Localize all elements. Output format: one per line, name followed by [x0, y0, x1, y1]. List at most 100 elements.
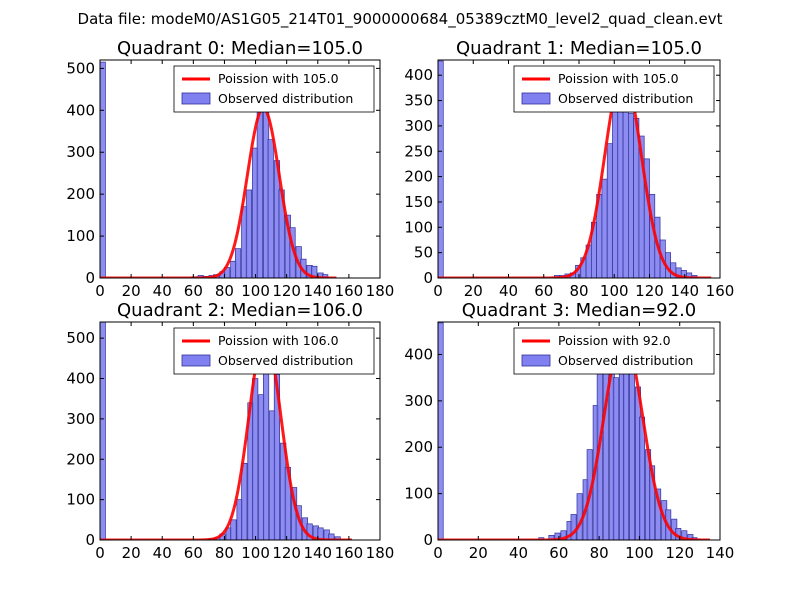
- histogram-bar: [256, 109, 263, 278]
- y-tick-label: 50: [414, 244, 433, 262]
- x-tick-label: 140: [670, 282, 699, 300]
- histogram-bar: [241, 462, 248, 540]
- histogram-bar: [100, 61, 106, 278]
- legend-bar-swatch: [521, 92, 551, 105]
- x-tick-label: 100: [241, 544, 270, 562]
- x-tick-label: 0: [433, 544, 443, 562]
- legend: Poission with 106.0 Observed distribution: [173, 327, 375, 375]
- axes-frame: [437, 321, 721, 541]
- plot-area: [438, 322, 710, 540]
- histogram-bar: [438, 322, 444, 540]
- panel-title: Quadrant 0: Median=105.0: [117, 38, 363, 59]
- y-tick-label: 200: [66, 450, 95, 468]
- histogram-bar: [612, 377, 619, 540]
- y-tick-label: 0: [423, 531, 433, 549]
- y-tick-label: 400: [404, 345, 433, 363]
- y-tick-label: 200: [66, 185, 95, 203]
- y-tick-label: 250: [404, 142, 433, 160]
- figure-title: Data file: modeM0/AS1G05_214T01_90000006…: [78, 10, 723, 29]
- quadrant-panel-3: 0 20 40 60 80 100 120 140 0 100 200 300 400 Quadrant …: [404, 300, 734, 562]
- y-tick-label: 300: [404, 392, 433, 410]
- panel-title: Quadrant 1: Median=105.0: [456, 38, 702, 59]
- y-tick-label: 0: [85, 531, 95, 549]
- y-tick-label: 500: [66, 59, 95, 77]
- legend-bar-label: Observed distribution: [218, 91, 353, 106]
- x-tick-label: 160: [335, 282, 364, 300]
- x-tick-label: 60: [184, 544, 203, 562]
- panel-title: Quadrant 3: Median=92.0: [462, 300, 697, 321]
- y-tick-label: 100: [404, 218, 433, 236]
- y-tick-label: 200: [404, 438, 433, 456]
- x-tick-label: 120: [665, 544, 694, 562]
- x-tick-label: 100: [625, 544, 654, 562]
- poisson-fit-line: [438, 71, 712, 278]
- x-tick-label: 40: [153, 544, 172, 562]
- x-tick-label: 20: [464, 282, 483, 300]
- y-tick-label: 500: [66, 329, 95, 347]
- legend-fit-label: Poission with 106.0: [218, 333, 339, 348]
- legend: Poission with 105.0 Observed distribution: [513, 65, 715, 113]
- legend-fit-label: Poission with 105.0: [218, 71, 339, 86]
- legend-fit-label: Poission with 92.0: [558, 333, 671, 348]
- y-tick-label: 300: [66, 143, 95, 161]
- y-tick-label: 400: [66, 370, 95, 388]
- histogram-bar: [606, 143, 613, 278]
- histogram-bar: [622, 370, 629, 540]
- histogram-bar: [234, 248, 242, 278]
- legend-fit-label: Poission with 105.0: [558, 71, 679, 86]
- histogram-bar: [245, 189, 253, 278]
- y-tick-label: 0: [423, 269, 433, 287]
- x-tick-label: 100: [241, 282, 270, 300]
- histogram-bar: [273, 374, 281, 540]
- histogram-bar: [317, 527, 324, 540]
- axes-frame: [99, 59, 381, 279]
- x-tick-label: 140: [303, 282, 332, 300]
- poisson-fit-line: [438, 334, 710, 540]
- histogram-bar: [570, 514, 577, 540]
- x-tick-label: 120: [635, 282, 664, 300]
- plot-area: [100, 322, 352, 540]
- x-tick-label: 180: [366, 544, 395, 562]
- x-tick-label: 120: [272, 282, 301, 300]
- y-tick-label: 100: [66, 491, 95, 509]
- x-tick-label: 160: [706, 282, 735, 300]
- histogram-bar: [627, 112, 634, 278]
- legend-bar-swatch: [181, 92, 211, 105]
- legend-bar-swatch: [181, 354, 211, 367]
- histogram-bar: [639, 416, 646, 540]
- x-tick-label: 40: [499, 282, 518, 300]
- x-tick-label: 80: [215, 544, 234, 562]
- x-tick-label: 180: [366, 282, 395, 300]
- histogram-bar: [267, 139, 274, 278]
- y-tick-label: 300: [66, 410, 95, 428]
- x-tick-label: 0: [95, 282, 105, 300]
- x-tick-label: 60: [184, 282, 203, 300]
- histogram-bar: [328, 533, 335, 540]
- quadrant-panel-0: 0 20 40 60 80 100 120 140 160 1800100200300400500…: [66, 38, 394, 300]
- x-tick-label: 60: [549, 544, 568, 562]
- legend-bar-label: Observed distribution: [558, 353, 693, 368]
- x-tick-label: 120: [272, 544, 301, 562]
- histogram-bar: [252, 378, 259, 540]
- y-tick-label: 0: [85, 269, 95, 287]
- x-tick-label: 60: [534, 282, 553, 300]
- y-tick-label: 400: [404, 66, 433, 84]
- y-tick-label: 100: [404, 485, 433, 503]
- y-tick-label: 100: [66, 227, 95, 245]
- histogram-bar: [230, 519, 237, 540]
- axes-frame: [99, 321, 381, 541]
- legend: Poission with 105.0 Observed distribution: [173, 65, 375, 113]
- x-tick-label: 20: [122, 544, 141, 562]
- x-tick-label: 80: [590, 544, 609, 562]
- x-tick-label: 0: [433, 282, 443, 300]
- y-tick-label: 150: [404, 193, 433, 211]
- legend-bar-label: Observed distribution: [218, 353, 353, 368]
- plot-area: [100, 61, 337, 278]
- x-tick-label: 20: [469, 544, 488, 562]
- histogram-bar: [438, 60, 444, 278]
- histogram-bar: [334, 536, 341, 540]
- x-tick-label: 40: [509, 544, 528, 562]
- histogram-bar: [100, 322, 106, 540]
- histogram-bar: [655, 488, 662, 540]
